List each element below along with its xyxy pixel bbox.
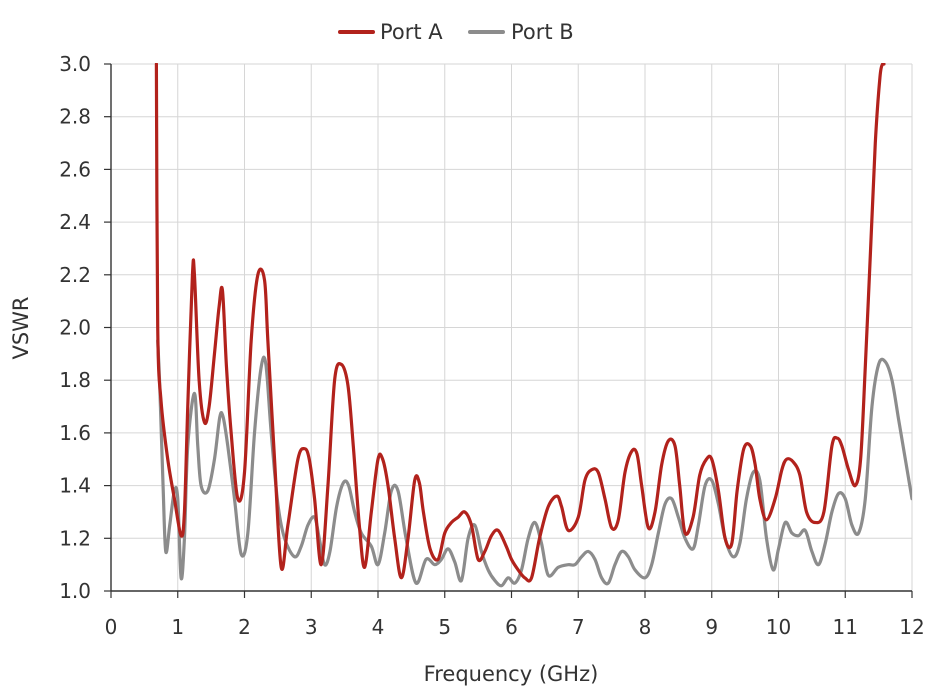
series-line-port-a xyxy=(154,63,886,583)
x-tick-label: 3 xyxy=(305,615,318,639)
legend-label-port-b: Port B xyxy=(511,20,574,44)
x-tick-label: 12 xyxy=(899,615,924,639)
x-axis-title: Frequency (GHz) xyxy=(424,662,599,686)
y-tick-label: 2.6 xyxy=(59,157,91,181)
x-tick-label: 6 xyxy=(505,615,518,639)
legend-label-port-a: Port A xyxy=(380,20,443,44)
y-tick-label: 2.0 xyxy=(59,316,91,340)
x-tick-label: 7 xyxy=(572,615,585,639)
x-tick-labels: 0 1 2 3 4 5 6 7 8 9 10 11 12 xyxy=(105,615,925,639)
x-tick-label: 1 xyxy=(171,615,184,639)
y-tick-label: 3.0 xyxy=(59,52,91,76)
x-tick-label: 9 xyxy=(705,615,718,639)
y-tick-label: 2.8 xyxy=(59,105,91,129)
grid xyxy=(111,63,913,591)
x-tick-label: 8 xyxy=(639,615,652,639)
y-axis-title: VSWR xyxy=(9,296,33,359)
x-tick-label: 2 xyxy=(238,615,251,639)
x-tick-label: 4 xyxy=(372,615,385,639)
y-tick-label: 1.8 xyxy=(59,368,91,392)
y-tick-labels: 1.0 1.2 1.4 1.6 1.8 2.0 2.2 2.4 2.6 2.8 3.0 xyxy=(59,52,91,603)
y-tick-label: 1.4 xyxy=(59,474,91,498)
x-tick-label: 0 xyxy=(105,615,118,639)
y-tick-label: 2.2 xyxy=(59,263,91,287)
series-lines xyxy=(154,63,912,588)
y-tick-label: 1.0 xyxy=(59,579,91,603)
x-tick-label: 11 xyxy=(833,615,858,639)
x-tick-label: 10 xyxy=(766,615,791,639)
y-tick-label: 1.6 xyxy=(59,421,91,445)
x-tick-label: 5 xyxy=(438,615,451,639)
y-tick-label: 2.4 xyxy=(59,210,91,234)
y-tick-label: 1.2 xyxy=(59,526,91,550)
legend: Port A Port B xyxy=(338,20,574,44)
series-line-port-b xyxy=(156,339,912,588)
axes xyxy=(104,63,913,598)
